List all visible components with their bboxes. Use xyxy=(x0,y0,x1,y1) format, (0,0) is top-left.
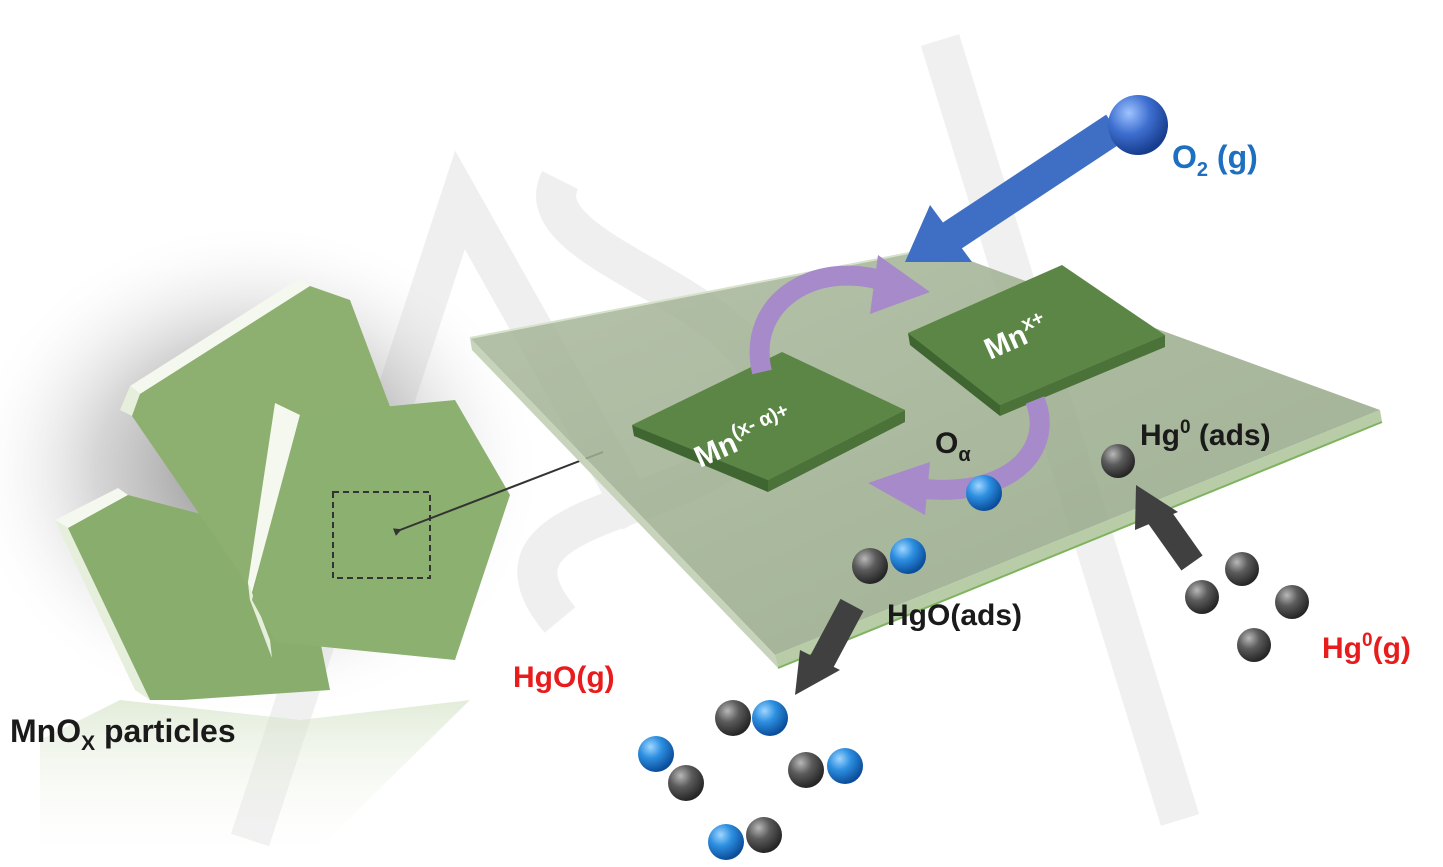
hg-gas-atom xyxy=(1225,552,1259,586)
o2-molecule-icon xyxy=(1108,95,1168,155)
o2-gas-label: O2 (g) xyxy=(1172,139,1258,181)
mnox-particles-label: MnOX particles xyxy=(10,713,236,755)
hgo-gas-hg-atom xyxy=(715,700,751,736)
redox-cycle-arrows xyxy=(749,255,1050,515)
o2-adsorption-arrow xyxy=(905,114,1124,262)
hg-gas-atom xyxy=(1185,580,1219,614)
hg-adsorption-arrow xyxy=(1135,485,1203,571)
hgo-gas-hg-atom xyxy=(788,752,824,788)
hg-gas-atom xyxy=(1237,628,1271,662)
hgo-ads-label: HgO(ads) xyxy=(887,599,1022,632)
hgo-ads-o-atom xyxy=(890,538,926,574)
hgo-gas-hg-atom xyxy=(746,817,782,853)
hg-gas-label: Hg0(g) xyxy=(1322,630,1411,665)
adsorbed-mercury-atom xyxy=(1101,444,1135,478)
hgo-desorption-arrow xyxy=(795,598,864,695)
zoom-region-box xyxy=(332,491,431,579)
atoms xyxy=(638,95,1309,860)
o-alpha-label: Oα xyxy=(935,427,971,466)
adsorbed-oxygen-atom xyxy=(966,475,1002,511)
particle-plate-upper xyxy=(120,278,395,585)
particle-reflection xyxy=(40,700,470,867)
mn-oxidized-site xyxy=(908,265,1165,416)
hgo-gas-o-atom xyxy=(752,700,788,736)
hgo-gas-o-atom xyxy=(708,824,744,860)
hgo-gas-hg-atom xyxy=(668,765,704,801)
hg-gas-atom xyxy=(1275,585,1309,619)
hgo-ads-hg-atom xyxy=(852,548,888,584)
hgo-gas-label: HgO(g) xyxy=(513,661,615,694)
hgo-gas-o-atom xyxy=(638,736,674,772)
hg-ads-label: Hg0 (ads) xyxy=(1140,417,1271,452)
particle-plate-front xyxy=(248,400,510,660)
mn-reduced-site xyxy=(632,352,905,492)
mnox-particles-illustration xyxy=(55,278,604,700)
hgo-gas-o-atom xyxy=(827,748,863,784)
zoom-pointer-line xyxy=(392,451,604,536)
